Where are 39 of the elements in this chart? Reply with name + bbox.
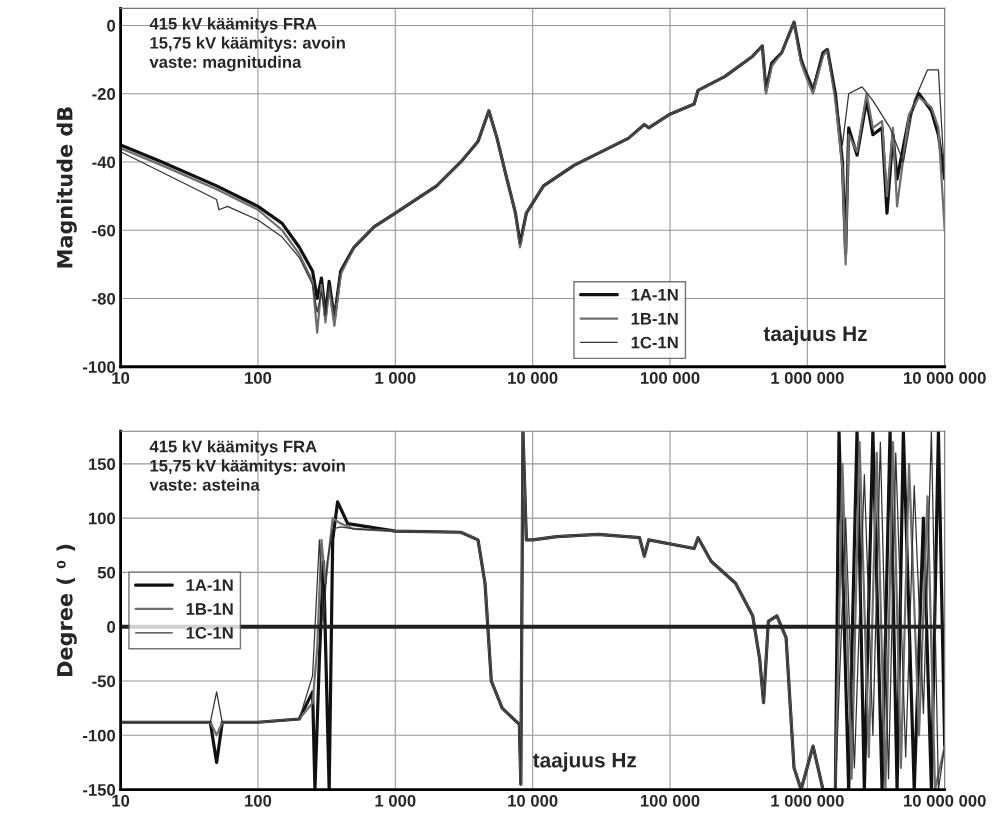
legend-label: 1C-1N (631, 336, 678, 349)
x-tick-label: 100 000 (640, 372, 700, 384)
x-tick-label: 1 000 (375, 794, 416, 807)
x-tick-label: 100 000 (640, 794, 700, 807)
x-tick-label: 100 (245, 794, 272, 807)
x-tick-label: 10 000 (508, 794, 558, 807)
y-tick-label: -100 (83, 729, 116, 742)
legend-label: 1A-1N (186, 579, 233, 591)
annotation: 415 kV käämitys FRA 15,75 kV käämitys: avoin vaste: asteina (149, 440, 345, 491)
x-tick-label: 10 000 (508, 372, 558, 384)
y-tick-label: 100 (88, 512, 116, 525)
y-tick-label: -50 (92, 675, 116, 688)
x-axis-title: taajuus Hz (763, 325, 867, 346)
y-tick-label: -60 (92, 224, 116, 237)
legend-label: 1C-1N (186, 626, 233, 639)
x-tick-label: 10 (112, 372, 130, 384)
x-tick-label: 10 000 000 (904, 794, 986, 807)
x-tick-label: 10 000 000 (904, 372, 986, 384)
x-tick-label: 1 000 (375, 372, 416, 384)
y-tick-label: -100 (83, 361, 116, 373)
x-axis-title: taajuus Hz (532, 752, 637, 772)
annotation: 415 kV käämitys FRA 15,75 kV käämitys: avoin vaste: magnitudina (149, 17, 345, 72)
y-tick-label: -40 (92, 156, 116, 169)
y-tick-label: 150 (88, 458, 116, 471)
legend-label: 1B-1N (186, 603, 233, 615)
x-tick-label: 10 (112, 794, 130, 807)
y-tick-label: -150 (83, 784, 116, 796)
y-tick-label: -80 (92, 292, 116, 305)
x-tick-label: 1 000 000 (771, 372, 844, 384)
x-tick-label: 100 (245, 372, 272, 384)
y-tick-label: 0 (107, 621, 116, 633)
y-tick-label: 0 (107, 19, 116, 32)
y-tick-label: 50 (97, 566, 116, 579)
y-axis-title: Degree ( ⁰ ) (56, 544, 77, 676)
y-axis-title: Magnitude dB (56, 107, 77, 268)
legend-label: 1B-1N (631, 312, 678, 325)
y-tick-label: -20 (92, 88, 116, 100)
x-tick-label: 1 000 000 (771, 794, 844, 807)
legend-label: 1A-1N (631, 289, 678, 301)
